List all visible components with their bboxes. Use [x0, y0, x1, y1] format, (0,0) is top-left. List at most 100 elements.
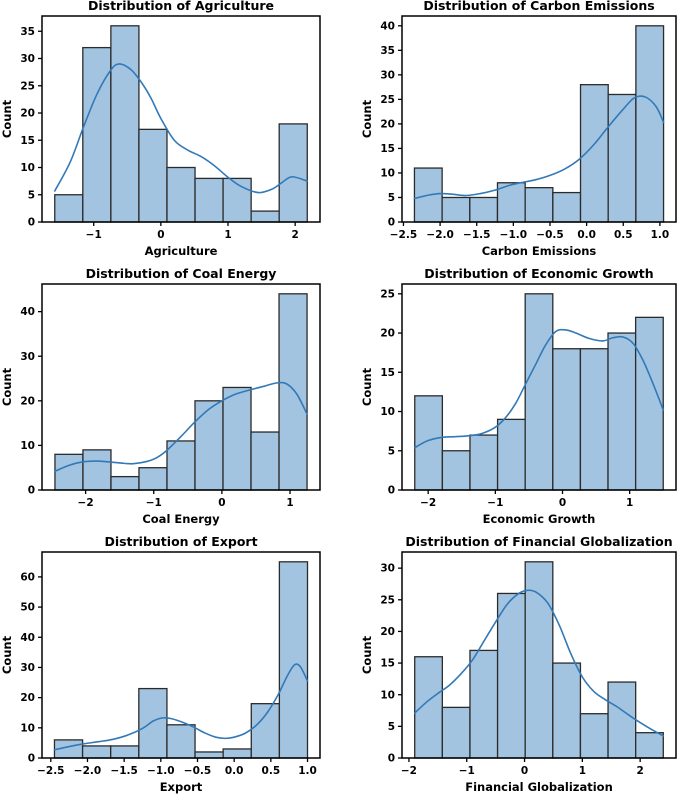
y-tick-label: 10 — [20, 162, 35, 174]
x-tick-label: 1 — [224, 229, 231, 241]
y-tick-label: 20 — [20, 395, 35, 407]
histogram-bar — [278, 123, 308, 223]
kde-curve — [413, 328, 665, 449]
histogram-bar — [441, 706, 471, 759]
y-tick-label: 30 — [20, 662, 35, 674]
y-tick-label: 10 — [380, 168, 395, 180]
histogram-bar — [250, 431, 280, 491]
histogram-bar — [82, 46, 112, 223]
y-tick-label: 10 — [20, 722, 35, 734]
y-tick-label: 35 — [380, 45, 395, 57]
x-tick-label: 0.5 — [262, 765, 281, 777]
y-axis-label: Count — [0, 635, 14, 674]
x-tick-label: −1 — [487, 497, 503, 509]
y-tick-label: 40 — [20, 632, 35, 644]
y-tick-label: 5 — [388, 721, 395, 733]
kde-curve — [413, 95, 665, 200]
y-tick-label: 30 — [20, 53, 35, 65]
y-tick-label: 10 — [20, 440, 35, 452]
x-axis-label: Financial Globalization — [465, 780, 613, 794]
chart-cell-financial-globalization: 0 5 10 15 20 25 30 −2 −1 0 1 2 Distribution of Finan… — [342, 536, 685, 804]
y-axis-label: Count — [0, 367, 14, 406]
histogram-bar — [635, 25, 665, 223]
x-tick-label: −2.5 — [390, 229, 417, 241]
histogram-financial-globalization: 0 5 10 15 20 25 30 −2 −1 0 1 2 Distribution of Finan… — [360, 536, 677, 794]
y-tick-label: 20 — [380, 626, 395, 638]
histogram-bar — [524, 561, 554, 759]
y-tick-label: 0 — [388, 217, 395, 229]
histogram-bar — [250, 210, 280, 223]
histogram-bar — [496, 592, 526, 759]
y-tick-label: 10 — [380, 406, 395, 418]
histogram-bar — [222, 386, 252, 491]
histogram-bar — [524, 187, 554, 223]
x-tick-label: 0.0 — [225, 765, 244, 777]
x-tick-label: −0.5 — [536, 229, 563, 241]
y-tick-label: 5 — [388, 445, 395, 457]
x-tick-label: −1.5 — [463, 229, 490, 241]
histogram-bar — [194, 177, 224, 223]
x-tick-label: 0 — [157, 229, 164, 241]
x-tick-label: −1.5 — [110, 765, 137, 777]
y-tick-label: 20 — [380, 118, 395, 130]
histogram-bar — [166, 166, 196, 223]
histogram-bar — [278, 561, 309, 759]
x-tick-label: 0.0 — [577, 229, 596, 241]
axes-frame — [41, 283, 321, 491]
histogram-bar — [138, 687, 168, 759]
chart-title: Distribution of Economic Growth — [424, 268, 653, 281]
axes-frame — [401, 551, 677, 759]
y-tick-label: 5 — [28, 189, 35, 201]
histogram-bar — [110, 25, 140, 223]
chart-title: Distribution of Financial Globalization — [405, 536, 672, 549]
kde-curve — [53, 63, 309, 194]
histogram-bar — [607, 681, 637, 759]
histogram-bar — [496, 182, 526, 223]
histogram-bar — [166, 440, 196, 491]
histogram-bar — [250, 703, 281, 759]
kde-curve — [413, 589, 665, 737]
chart-cell-economic-growth: 0 5 10 15 20 25 −2 −1 0 1 Distribution of Economic… — [342, 268, 685, 536]
x-tick-label: −0.5 — [184, 765, 211, 777]
histogram-bar — [441, 450, 471, 491]
kde-curve — [54, 381, 308, 473]
histogram-bar — [414, 395, 444, 491]
y-axis-label: Count — [0, 99, 14, 138]
y-tick-label: 40 — [380, 20, 395, 32]
y-tick-label: 15 — [20, 135, 35, 147]
x-tick-label: −2 — [420, 497, 436, 509]
y-tick-label: 25 — [20, 80, 35, 92]
y-axis-label: Count — [360, 99, 374, 138]
y-tick-label: 30 — [380, 69, 395, 81]
y-tick-label: 50 — [20, 602, 35, 614]
y-tick-label: 40 — [20, 306, 35, 318]
x-axis-label: Export — [160, 780, 203, 794]
x-tick-label: −1 — [459, 765, 475, 777]
axes-frame — [401, 15, 677, 223]
histogram-bar — [441, 196, 471, 223]
x-axis-label: Coal Energy — [142, 512, 220, 526]
chart-title: Distribution of Coal Energy — [86, 268, 277, 281]
histogram-bar — [469, 196, 499, 223]
x-tick-label: −2.5 — [37, 765, 64, 777]
y-tick-label: 5 — [388, 192, 395, 204]
histogram-export: 0 10 20 30 40 50 60 −2.5 −2.0 −1.5 −1.0 −0.5 0.0 0.5 1… — [0, 536, 321, 794]
histogram-bar — [579, 348, 609, 491]
x-tick-label: 1 — [626, 497, 633, 509]
x-tick-label: −2 — [78, 497, 94, 509]
histogram-bar — [552, 191, 582, 223]
chart-cell-agriculture: 0 5 10 15 20 25 30 35 −1 0 1 2 Distribution of Agric… — [0, 0, 342, 268]
x-tick-label: −2 — [401, 765, 417, 777]
x-tick-label: 2 — [637, 765, 644, 777]
histogram-bar — [138, 467, 168, 491]
histogram-bar — [194, 400, 224, 491]
chart-cell-carbon-emissions: 0 5 10 15 20 25 30 35 40 −2.5 −2.0 −1.5 −1.0 −0.5 0.0 0… — [342, 0, 685, 268]
chart-title: Distribution of Carbon Emissions — [423, 0, 654, 13]
y-tick-label: 0 — [388, 485, 395, 497]
y-tick-label: 20 — [20, 108, 35, 120]
chart-title: Distribution of Agriculture — [88, 0, 274, 13]
histogram-bar — [82, 449, 112, 491]
y-tick-label: 0 — [28, 485, 35, 497]
x-tick-label: 2 — [291, 229, 298, 241]
